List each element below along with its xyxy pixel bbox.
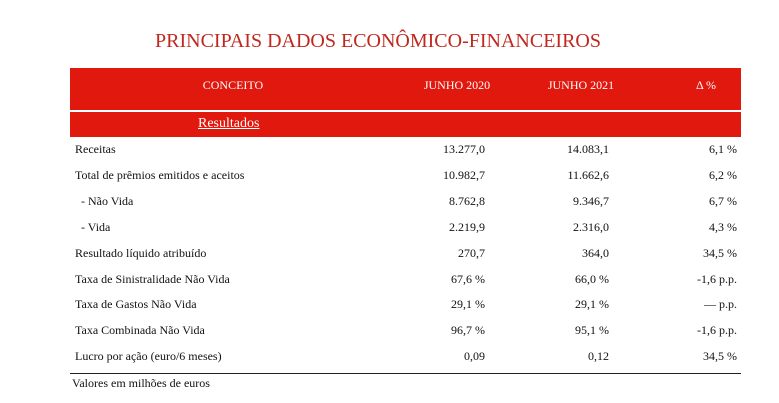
row-value: 14.083,1 (567, 142, 609, 156)
row-value: 95,1 % (575, 323, 609, 338)
row-value: 2.219,9 (449, 219, 485, 234)
row-label: Lucro por ação (euro/6 meses) (75, 349, 222, 364)
row-value: 10.982,7 (443, 167, 485, 182)
row-label: Taxa de Sinistralidade Não Vida (75, 271, 230, 286)
row-label: - Não Vida (75, 193, 134, 208)
column-header: JUNHO 2020 (423, 78, 491, 92)
row-label: Taxa de Gastos Não Vida (75, 297, 197, 312)
bottom-rule (70, 373, 741, 374)
row-value: 0,12 (588, 349, 609, 364)
row-value: — p.p. (704, 297, 737, 312)
section-label: Resultados (198, 116, 260, 131)
section-band (70, 112, 741, 137)
row-label: Taxa Combinada Não Vida (75, 323, 205, 338)
row-value: 29,1 % (575, 297, 609, 312)
row-label: - Vida (75, 219, 111, 234)
column-header: JUNHO 2021 (547, 78, 615, 92)
row-value: 6,2 % (709, 167, 737, 182)
footnote: Valores em milhões de euros (72, 376, 210, 390)
column-header: Δ % (695, 78, 717, 92)
row-value: 96,7 % (451, 323, 485, 338)
row-value: 67,6 % (451, 271, 485, 286)
row-value: 6,1 % (709, 142, 737, 156)
row-value: 13.277,0 (443, 142, 485, 156)
row-value: 364,0 (582, 245, 609, 260)
title: PRINCIPAIS DADOS ECONÔMICO-FINANCEIROS (155, 30, 601, 52)
row-value: 8.762,8 (449, 193, 485, 208)
row-value: 6,7 % (709, 193, 737, 208)
row-value: 2.316,0 (573, 219, 609, 234)
row-value: 34,5 % (703, 349, 737, 364)
row-value: 0,09 (464, 349, 485, 364)
row-value: 34,5 % (703, 245, 737, 260)
row-label: Resultado líquido atribuído (75, 245, 207, 260)
row-label: Receitas (75, 142, 116, 156)
header-band (70, 68, 741, 110)
row-value: 9.346,7 (573, 193, 609, 208)
row-value: 270,7 (458, 245, 485, 260)
row-value: 66,0 % (575, 271, 609, 286)
row-value: -1,6 p.p. (697, 323, 737, 338)
column-header: CONCEITO (202, 78, 264, 92)
row-value: 11.662,6 (567, 167, 609, 182)
row-label: Total de prêmios emitidos e aceitos (75, 167, 245, 182)
row-value: -1,6 p.p. (697, 271, 737, 286)
row-value: 29,1 % (451, 297, 485, 312)
row-value: 4,3 % (709, 219, 737, 234)
